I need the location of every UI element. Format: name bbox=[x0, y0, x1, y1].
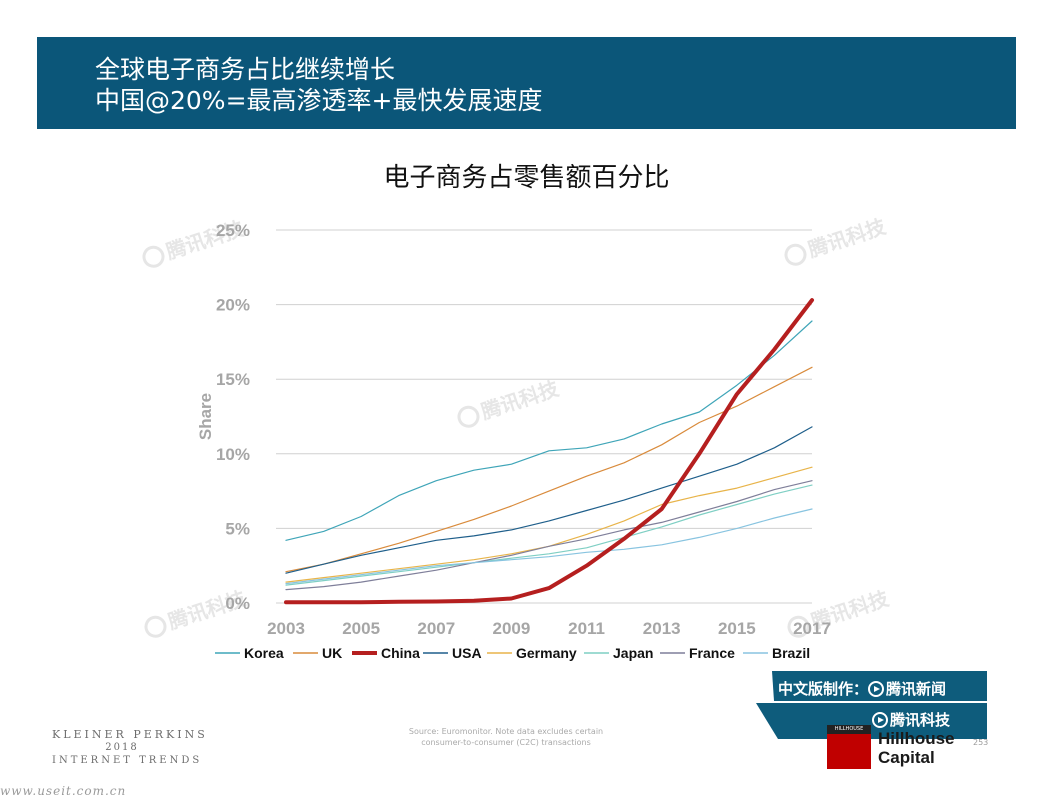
line-chart: 0% 5% 10% 15% 20% 25% 2003 2005 2007 2009 2011 2013… bbox=[196, 221, 831, 661]
series-line-usa bbox=[285, 426, 813, 574]
legend-label-france: France bbox=[689, 645, 735, 661]
x-tick-label: 2017 bbox=[793, 619, 831, 638]
series-line-japan bbox=[285, 484, 813, 586]
y-tick-label: 0% bbox=[225, 594, 250, 613]
x-tick-label: 2009 bbox=[493, 619, 531, 638]
series-line-brazil bbox=[285, 508, 813, 585]
credit-tencent-news: 腾讯新闻 bbox=[886, 680, 947, 698]
y-axis-label: Share bbox=[196, 393, 215, 440]
page-number: 253 bbox=[973, 738, 989, 747]
y-tick-label: 20% bbox=[216, 296, 250, 315]
legend-label-germany: Germany bbox=[516, 645, 577, 661]
hillhouse-name: Hillhouse Capital bbox=[878, 729, 955, 767]
series-line-china bbox=[284, 298, 814, 605]
legend-label-brazil: Brazil bbox=[772, 645, 810, 661]
legend-label-usa: USA bbox=[452, 645, 482, 661]
y-tick-label: 10% bbox=[216, 445, 250, 464]
kleiner-perkins-logo: KLEINER PERKINS 2018 INTERNET TRENDS bbox=[52, 728, 208, 767]
y-tick-label: 25% bbox=[216, 221, 250, 240]
x-tick-label: 2011 bbox=[568, 619, 605, 638]
legend-label-japan: Japan bbox=[613, 645, 653, 661]
source-line1: Source: Euromonitor. Note data excludes … bbox=[408, 727, 604, 736]
kp-name: KLEINER PERKINS bbox=[52, 728, 208, 741]
header-banner: 全球电子商务占比继续增长 中国@20%=最高渗透率+最快发展速度 bbox=[37, 37, 1016, 129]
chart-legend: Korea UK China USA Germany Japan France Brazil bbox=[215, 645, 810, 661]
chart-series bbox=[284, 298, 814, 605]
legend-label-uk: UK bbox=[322, 645, 342, 661]
x-tick-label: 2013 bbox=[643, 619, 681, 638]
credit-tencent-tech: 腾讯科技 bbox=[890, 711, 951, 729]
legend-label-korea: Korea bbox=[244, 645, 284, 661]
hillhouse-line1: Hillhouse bbox=[878, 729, 955, 748]
tencent-logo-icon bbox=[868, 681, 885, 697]
site-watermark: www.useit.com.cn bbox=[0, 784, 127, 798]
credit-row-news: 中文版制作： 腾讯新闻 bbox=[778, 678, 946, 699]
hillhouse-logo-text: HILLHOUSE bbox=[827, 725, 871, 734]
credit-label: 中文版制作： bbox=[778, 680, 869, 698]
source-note: Source: Euromonitor. Note data excludes … bbox=[386, 726, 626, 748]
x-tick-label: 2003 bbox=[267, 619, 305, 638]
hillhouse-logo: HILLHOUSE bbox=[827, 725, 871, 769]
x-tick-label: 2005 bbox=[342, 619, 380, 638]
tencent-logo-icon bbox=[872, 712, 888, 728]
kp-year: 2018 bbox=[105, 742, 139, 753]
series-line-korea bbox=[285, 320, 813, 541]
x-tick-label: 2015 bbox=[718, 619, 756, 638]
series-line-france bbox=[285, 480, 813, 591]
credit-box: 中文版制作： 腾讯新闻 腾讯科技 bbox=[756, 671, 987, 739]
x-tick-label: 2007 bbox=[417, 619, 455, 638]
y-tick-label: 5% bbox=[225, 519, 250, 538]
y-tick-label: 15% bbox=[216, 370, 250, 389]
source-line2: consumer-to-consumer (C2C) transactions bbox=[421, 738, 591, 747]
chart-axes: 0% 5% 10% 15% 20% 25% 2003 2005 2007 2009 2011 2013… bbox=[196, 221, 831, 638]
chart-title: 电子商务占零售额百分比 bbox=[383, 163, 670, 193]
slide-title-line2: 中国@20%=最高渗透率+最快发展速度 bbox=[95, 86, 543, 115]
slide-title-line1: 全球电子商务占比继续增长 bbox=[95, 55, 396, 84]
kp-trends: INTERNET TRENDS bbox=[52, 755, 203, 766]
series-line-germany bbox=[285, 466, 813, 583]
chart-grid bbox=[276, 229, 812, 604]
legend-label-china: China bbox=[381, 645, 420, 661]
credit-row-tech: 腾讯科技 bbox=[872, 709, 950, 730]
hillhouse-line2: Capital bbox=[878, 748, 935, 767]
